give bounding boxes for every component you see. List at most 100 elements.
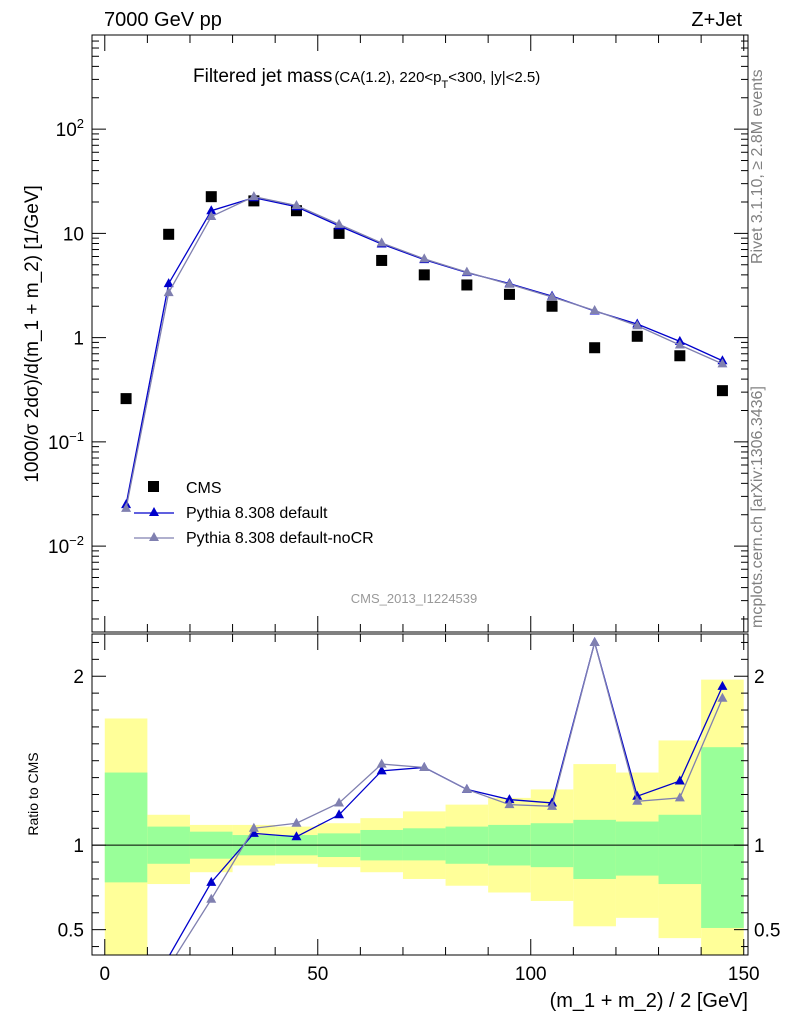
ratio-marker-nocr: [419, 761, 430, 771]
data-point-cms: [589, 342, 601, 354]
marker-nocr: [291, 200, 302, 210]
main-ytick-label: 102: [56, 116, 84, 141]
band-inner: [402, 828, 446, 861]
ratio-xtick-label: 50: [307, 964, 328, 985]
ratio-marker-default: [206, 876, 217, 886]
process-label: Z+Jet: [691, 9, 742, 31]
marker-nocr: [504, 278, 515, 288]
marker-nocr: [248, 191, 259, 201]
band-inner: [104, 772, 148, 883]
data-point-cms: [418, 269, 430, 281]
band-inner: [573, 819, 616, 879]
data-point-cms: [290, 205, 302, 217]
mcplots-label: mcplots.cern.ch [arXiv:1306.3436]: [749, 386, 766, 628]
marker-nocr: [461, 266, 472, 276]
marker-nocr: [419, 253, 430, 263]
ratio-xtick-label: 100: [515, 964, 547, 985]
ratio-ytick-label: 0.5: [58, 921, 84, 942]
ratio-marker-nocr: [674, 792, 685, 802]
ratio-marker-nocr: [589, 636, 600, 646]
ratio-series: [168, 636, 728, 955]
main-ytick-label: 10: [63, 224, 84, 245]
ratio-marker-default: [291, 831, 302, 841]
ratio-marker-default: [674, 775, 685, 785]
energy-label: 7000 GeV pp: [104, 9, 222, 31]
band-inner: [658, 814, 702, 885]
axes: [91, 34, 749, 956]
legend-label-default: Pythia 8.308 default: [186, 505, 328, 522]
marker-nocr: [206, 211, 217, 221]
series-line-default: [125, 197, 723, 505]
main-ylabel: 1000/σ 2dσ)/d(m_1 + m_2) [1/GeV]: [22, 185, 43, 483]
data-point-cms: [163, 228, 175, 240]
ratio-marker-nocr: [206, 893, 217, 903]
plot-title-subscript: T: [442, 79, 449, 91]
ratio-ytick-label-right: 2: [754, 667, 765, 688]
marker-nocr: [632, 320, 643, 330]
ratio-marker-nocr: [291, 817, 302, 827]
tick-labels: 102 10 1 10−1 10−2 0 50 100 150 2 2 1 1 0.5 0.5: [48, 116, 780, 985]
data-point-cms: [503, 288, 515, 300]
data-point-cms: [205, 191, 217, 203]
ratio-marker-default: [632, 790, 643, 800]
ratio-marker-default: [248, 827, 259, 837]
band-inner: [701, 747, 744, 928]
data-point-cms: [376, 254, 388, 266]
main-ytick-label: 1: [73, 329, 84, 350]
main-ytick-label: 10−2: [48, 533, 84, 558]
data-point-cms: [546, 300, 558, 312]
legend-marker-nocr: [149, 532, 159, 541]
marker-default: [206, 205, 217, 215]
legend-marker-cms: [148, 481, 159, 492]
ratio-bands: [104, 679, 744, 955]
plot-title-suffix: <300, |y|<2.5): [448, 69, 540, 86]
marker-nocr: [163, 287, 174, 297]
data-point-cms: [631, 330, 643, 342]
data-point-cms: [333, 227, 345, 239]
marker-nocr: [547, 291, 558, 301]
marker-nocr: [334, 218, 345, 228]
ratio-ytick-label: 2: [73, 667, 84, 688]
marker-nocr: [674, 339, 685, 349]
main-frame: [91, 34, 749, 633]
marker-nocr: [589, 305, 600, 315]
legend-marker-default: [149, 507, 159, 516]
legend-label-nocr: Pythia 8.308 default-noCR: [186, 530, 374, 547]
ratio-marker-default: [717, 680, 728, 690]
ratio-xtick-label: 150: [728, 964, 760, 985]
plot-title: Filtered jet mass (CA(1.2), 220<pT<300, |…: [193, 66, 540, 91]
main-ytick-label: 10−1: [48, 429, 84, 454]
band-inner: [615, 821, 659, 876]
ratio-marker-nocr: [632, 795, 643, 805]
ratio-marker-default: [504, 794, 515, 804]
ratio-ytick-label: 1: [73, 836, 84, 857]
ratio-xtick-label: 0: [99, 964, 110, 985]
data-point-cms: [120, 393, 132, 405]
data-point-cms: [461, 279, 473, 291]
ratio-marker-nocr: [504, 799, 515, 809]
ratio-marker-nocr: [334, 797, 345, 807]
ratio-xlabel: (m_1 + m_2) / 2 [GeV]: [550, 990, 748, 1012]
data-point-cms: [674, 350, 686, 362]
ratio-marker-default: [334, 809, 345, 819]
rivet-label: Rivet 3.1.10, ≥ 2.8M events: [749, 69, 766, 264]
analysis-id: CMS_2013_I1224539: [351, 591, 478, 606]
series-line-nocr: [125, 195, 723, 509]
ratio-marker-nocr: [461, 783, 472, 793]
ratio-ylabel: Ratio to CMS: [25, 752, 41, 835]
ratio-marker-nocr: [547, 800, 558, 810]
ratio-marker-default: [376, 765, 387, 775]
legend-label-cms: CMS: [186, 480, 222, 497]
marker-nocr: [121, 502, 132, 512]
legend: CMS Pythia 8.308 default Pythia 8.308 de…: [134, 480, 374, 547]
ratio-marker-nocr: [717, 692, 728, 702]
plot-title-sub: (CA(1.2), 220<p: [334, 69, 441, 86]
marker-nocr: [376, 237, 387, 247]
ratio-marker-nocr: [248, 822, 259, 832]
ratio-ytick-label-right: 0.5: [754, 921, 780, 942]
data-point-cms: [716, 385, 728, 397]
main-series: [120, 191, 728, 512]
ratio-ytick-label-right: 1: [754, 836, 765, 857]
